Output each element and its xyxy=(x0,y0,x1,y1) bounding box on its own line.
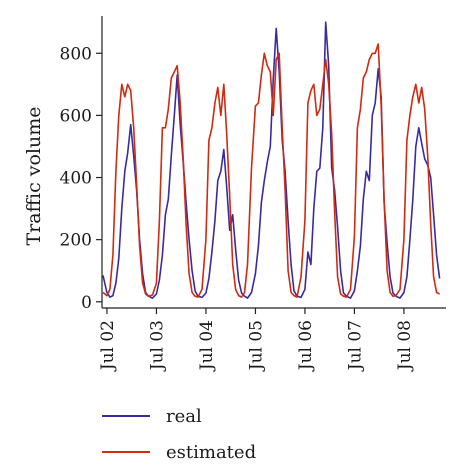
legend: real estimated xyxy=(102,406,256,463)
x-tick-label: Jul 02 xyxy=(98,320,118,372)
x-ticks: Jul 02 Jul 03 Jul 04 Jul 05 Jul 06 Jul 07 Jul … xyxy=(98,308,415,372)
x-tick-label: Jul 05 xyxy=(246,320,266,372)
x-tick-label: Jul 06 xyxy=(296,320,316,372)
legend-label-real: real xyxy=(166,406,202,427)
x-tick-label: Jul 07 xyxy=(345,320,365,372)
y-tick-label: 0 xyxy=(81,293,92,313)
y-tick-label: 400 xyxy=(60,169,92,189)
y-tick-label: 600 xyxy=(60,106,92,126)
x-tick-label: Jul 08 xyxy=(395,320,415,372)
x-tick-label: Jul 04 xyxy=(197,320,217,372)
y-tick-label: 200 xyxy=(60,231,92,251)
x-tick-label: Jul 03 xyxy=(147,320,167,372)
y-ticks: 0 200 400 600 800 xyxy=(60,44,102,313)
y-tick-label: 800 xyxy=(60,44,92,64)
y-axis-title: Traffic volume xyxy=(23,106,45,245)
legend-label-estimated: estimated xyxy=(166,442,256,463)
series-line-real xyxy=(102,21,441,299)
series-layer xyxy=(102,21,441,299)
series-line-estimated xyxy=(102,43,440,298)
